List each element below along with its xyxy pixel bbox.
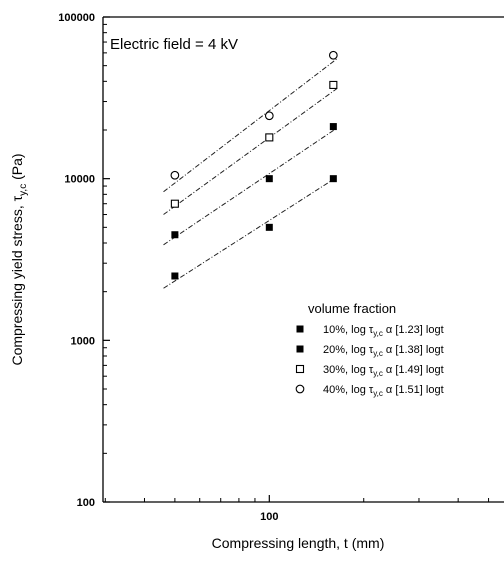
data-point-s3-2	[265, 133, 274, 142]
fit-lines	[163, 58, 338, 289]
legend-entry-subscript: y,c	[373, 329, 383, 338]
legend-title: volume fraction	[308, 301, 396, 316]
data-point-s2-3	[329, 123, 337, 131]
legend-entry-prefix: 30%, log τ	[323, 364, 374, 376]
data-point-s1-3	[329, 175, 337, 183]
fit-line-1	[163, 176, 337, 289]
y-axis-label-subscript: y,c	[18, 184, 29, 196]
data-point-s3-1	[170, 199, 179, 208]
chart-labels: Electric field = 4 kV Compressing length,…	[9, 36, 384, 551]
legend-marker-4	[295, 384, 305, 394]
legend-entry-2: 20%, log τy,c α [1.38] logt	[323, 344, 444, 358]
legend-marker-3	[295, 364, 305, 374]
legend-entry-suffix: α [1.23] logt	[383, 324, 444, 336]
legend-entry-suffix: α [1.51] logt	[383, 384, 444, 396]
fit-line-3	[163, 88, 337, 215]
y-axis-label: Compressing yield stress, τy,c (Pa)	[9, 153, 29, 365]
legend-entry-1: 10%, log τy,c α [1.23] logt	[323, 324, 444, 338]
legend-entry-subscript: y,c	[373, 389, 383, 398]
legend-entry-subscript: y,c	[373, 369, 383, 378]
data-point-s1-1	[171, 272, 179, 280]
legend-entry-4: 40%, log τy,c α [1.51] logt	[323, 384, 444, 398]
fit-line-2	[163, 127, 337, 246]
y-tick-label: 100000	[58, 12, 95, 24]
data-point-s4-1	[170, 170, 180, 180]
legend-marker-1	[296, 325, 304, 333]
data-point-s2-1	[171, 231, 179, 239]
data-point-s3-3	[329, 80, 338, 89]
legend-entry-prefix: 10%, log τ	[323, 324, 374, 336]
y-axis-label-base: Compressing yield stress, τ	[9, 195, 25, 365]
legend-entry-prefix: 40%, log τ	[323, 384, 374, 396]
fit-line-4	[163, 58, 338, 193]
legend-entry-suffix: α [1.38] logt	[383, 344, 444, 356]
data-point-s4-2	[264, 111, 274, 121]
plot-frame	[102, 16, 504, 503]
data-points	[170, 50, 338, 280]
y-tick-label: 10000	[64, 174, 95, 186]
x-tick-label: 100	[260, 511, 278, 523]
y-axis-label-suffix: (Pa)	[9, 153, 25, 183]
legend-entry-3: 30%, log τy,c α [1.49] logt	[323, 364, 444, 378]
legend-entry-prefix: 20%, log τ	[323, 344, 374, 356]
y-tick-label: 1000	[71, 335, 95, 347]
annotation-electric-field: Electric field = 4 kV	[110, 36, 238, 53]
legend-marker-2	[296, 345, 304, 353]
legend-entry-suffix: α [1.49] logt	[383, 364, 444, 376]
x-axis-label: Compressing length, t (mm)	[212, 535, 385, 551]
data-point-s1-2	[265, 223, 273, 231]
y-tick-label: 100	[77, 497, 95, 509]
legend-entry-subscript: y,c	[373, 349, 383, 358]
data-point-s2-2	[265, 175, 273, 183]
axes: 100 1000 10000 100000 100	[58, 12, 490, 523]
data-point-s4-3	[328, 50, 338, 60]
